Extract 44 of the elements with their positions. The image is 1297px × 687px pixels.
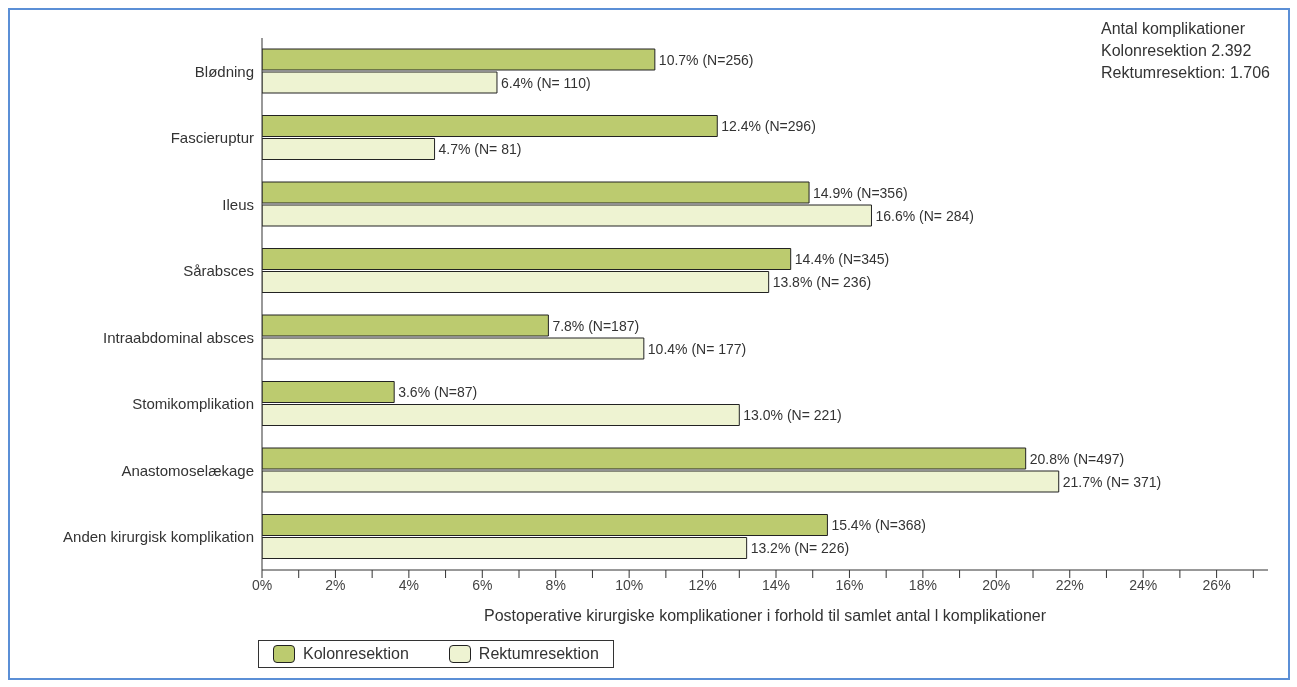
x-tick-label: 16% [835, 576, 864, 593]
text: Antal komplikationer [1101, 19, 1247, 39]
data-label: 20.8% (N=497) [1029, 450, 1125, 467]
data-label: 15.4% (N=368) [831, 517, 926, 533]
data-label: 10.7% (N=256) [658, 51, 754, 68]
y-tick-label: Stomikomplikation [132, 395, 254, 413]
data-label: 6.4% (N= 110) [500, 74, 591, 91]
annotation: Rektumresektion: 1.706 [1101, 63, 1270, 83]
data-label: 16.6% (N= 284) [875, 207, 974, 224]
data-label: 14.9% (N=356) [813, 184, 908, 201]
x-tick-label: 0% [251, 576, 273, 593]
x-tick-label: 22% [1055, 576, 1084, 593]
data-label: 12.4% (N=296) [721, 118, 816, 134]
data-label: 3.6% (N=87) [398, 384, 478, 400]
data-label: 13.2% (N= 226) [750, 540, 850, 556]
y-tick-label: Sårabsces [183, 262, 254, 280]
x-tick-label: 20% [982, 576, 1011, 593]
x-tick-label: 24% [1129, 576, 1158, 593]
data-label: 21.7% (N= 371) [1062, 473, 1162, 490]
data-label: 13.0% (N= 221) [743, 407, 842, 423]
annotation: Kolonresektion 2.392 [1101, 41, 1253, 61]
y-tick-label: Ileus [222, 195, 254, 213]
x-axis-title: Postoperative kirurgiske komplikationer i forhold til samlet antal l komplikationer [483, 607, 1047, 625]
y-tick-label: Intraabdominal absces [103, 328, 254, 346]
x-tick-label: 12% [688, 576, 717, 593]
x-tick-label: 10% [615, 576, 644, 593]
legend-label: Rektumresektion [478, 645, 599, 663]
x-tick-label: 2% [325, 576, 346, 593]
data-label: 7.8% (N=187) [552, 317, 640, 334]
y-tick-label: Fascieruptur [170, 129, 254, 147]
x-tick-label: 14% [762, 576, 791, 593]
y-tick-label: Blødning [194, 62, 254, 80]
x-tick-label: 8% [545, 576, 566, 593]
y-tick-label: Anastomoselækage [121, 461, 254, 479]
x-tick-label: 6% [472, 576, 493, 593]
x-tick-label: 18% [908, 576, 937, 593]
data-label: 14.4% (N=345) [794, 251, 890, 267]
data-label: 13.8% (N= 236) [772, 274, 872, 290]
data-label: 4.7% (N= 81) [438, 141, 522, 157]
x-tick-label: 26% [1202, 576, 1231, 593]
legend-label: Kolonresektion [303, 645, 409, 663]
x-tick-label: 4% [398, 576, 419, 593]
y-tick-label: Anden kirurgisk komplikation [63, 528, 254, 546]
data-label: 10.4% (N= 177) [647, 340, 747, 357]
